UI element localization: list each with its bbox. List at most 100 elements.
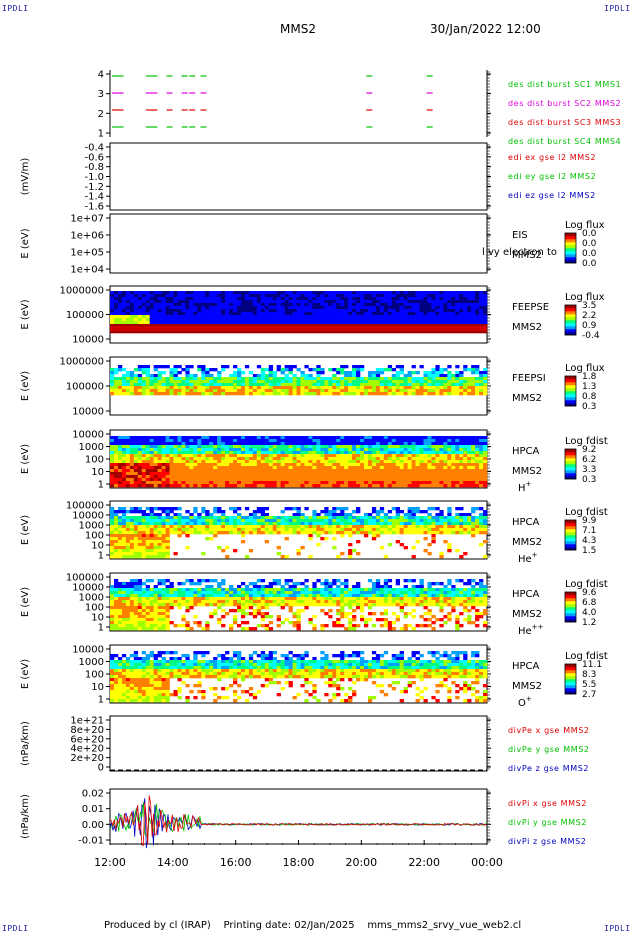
feepse-heatmap-cell <box>387 312 393 316</box>
hpca_he-heatmap-cell <box>236 525 242 529</box>
hpca_h-heatmap-cell <box>276 460 281 464</box>
hpca_h-heatmap-cell <box>300 472 305 476</box>
hpca_h-heatmap-cell <box>268 457 274 461</box>
hpca_h-heatmap-cell <box>197 448 202 452</box>
eis-colorbar-segment <box>565 245 576 249</box>
hpca_he-heatmap-cell <box>121 546 127 550</box>
hpca_he-heatmap-cell <box>292 516 297 520</box>
hpca_he-heatmap-cell <box>443 516 448 520</box>
hpca_h-heatmap-cell <box>403 454 408 458</box>
hpca_h-heatmap-cell <box>117 448 123 452</box>
hpca_he-heatmap-cell <box>125 543 131 547</box>
hpca_h-heatmap-cell <box>463 484 468 488</box>
hpca_h-heatmap-cell <box>133 481 139 485</box>
feepsi-heatmap-cell <box>213 392 218 396</box>
hpca_h-heatmap-cell <box>419 454 424 458</box>
feepsi-heatmap-cell <box>316 377 321 381</box>
feepsi-heatmap-cell <box>332 377 337 381</box>
hpca_h-heatmap-cell <box>264 475 270 479</box>
hpca_h-colorbar-title: Log fdist <box>565 436 608 447</box>
feepse-heatmap-cell <box>399 300 404 304</box>
hpca_h-heatmap-cell <box>415 484 420 488</box>
feepse-heatmap-cell <box>157 294 162 298</box>
hpca_h-heatmap-cell <box>455 457 460 461</box>
hpca_h-heatmap-cell <box>221 445 226 449</box>
hpca_h-heatmap-cell <box>209 481 214 485</box>
hpca_h-heatmap-cell <box>324 478 329 482</box>
eis-colorbar-segment <box>565 260 576 264</box>
hpca_he-heatmap-cell <box>375 522 381 526</box>
feepse-heatmap-cell <box>110 300 115 304</box>
hpca_h-heatmap-cell <box>356 436 361 440</box>
hpca_h-heatmap-cell <box>391 439 397 443</box>
feepse-heatmap-cell <box>185 312 190 316</box>
feepsi-heatmap-cell <box>125 383 131 387</box>
feepse-heatmap-cell <box>316 297 321 301</box>
feepse-heatmap-cell <box>403 330 408 334</box>
hpca_h-heatmap-cell <box>288 481 293 485</box>
hpca_h-heatmap-cell <box>185 472 190 476</box>
feepse-heatmap-cell <box>189 300 194 304</box>
hpca_h-heatmap-cell <box>415 454 420 458</box>
hpca_h-heatmap-cell <box>451 442 456 446</box>
hpca_he-heatmap-cell <box>268 522 274 526</box>
hpca_h-heatmap-cell <box>300 451 305 455</box>
hpca_h-heatmap-cell <box>387 445 393 449</box>
feepsi-heatmap-cell <box>292 380 297 384</box>
hpca_h-heatmap-cell <box>268 466 274 470</box>
hpca_h-heatmap-cell <box>129 454 135 458</box>
feepse-heatmap-cell <box>260 291 266 295</box>
eis-colorbar-segment <box>565 251 576 255</box>
feepsi-heatmap-cell <box>340 383 345 387</box>
hpca_he-heatmap-cell <box>221 531 226 535</box>
hpca_h-heatmap-cell <box>383 460 389 464</box>
feepse-heatmap-cell <box>193 312 198 316</box>
hpca_he-heatmap-cell <box>149 540 154 544</box>
feepse-heatmap-cell <box>217 318 222 322</box>
feepse-heatmap-cell <box>352 318 357 322</box>
feepse-heatmap-cell <box>181 330 186 334</box>
feepsi-heatmap-cell <box>367 374 373 378</box>
hpca_h-heatmap-cell <box>379 484 385 488</box>
feepsi-heatmap-cell <box>272 380 277 384</box>
hpca_he-heatmap-cell <box>264 519 270 523</box>
hpca_h-heatmap-cell <box>423 484 428 488</box>
feepse-heatmap-cell <box>475 312 480 316</box>
hpca_h-colorbar-segment <box>565 476 576 480</box>
feepse-heatmap-cell <box>407 291 412 295</box>
feepsi-heatmap-cell <box>467 380 472 384</box>
feepse-heatmap-cell <box>288 303 293 307</box>
feepse-heatmap-cell <box>165 321 170 325</box>
feepsi-heatmap-cell <box>375 380 381 384</box>
hpca_h-heatmap-cell <box>431 466 436 470</box>
feepsi-heatmap-cell <box>344 380 349 384</box>
hpca_h-heatmap-cell <box>288 454 293 458</box>
hpca_he-heatmap-cell <box>137 540 143 544</box>
feepse-heatmap-cell <box>240 309 246 313</box>
hpca_he-heatmap-cell <box>276 525 281 529</box>
feepsi-heatmap-cell <box>125 389 131 393</box>
hpca_h-heatmap-cell <box>288 460 293 464</box>
feepse-heatmap-cell <box>367 303 373 307</box>
hpca_h-heatmap-cell <box>383 472 389 476</box>
hpca_h-heatmap-cell <box>117 442 123 446</box>
hpca_h-heatmap-cell <box>292 454 297 458</box>
hpca_h-heatmap-cell <box>288 445 293 449</box>
hpca_h-colorbar-segment <box>565 449 576 453</box>
feepsi-heatmap-cell <box>129 383 135 387</box>
hpca_h-heatmap-cell <box>272 436 277 440</box>
feepse-heatmap-cell <box>387 291 393 295</box>
hpca_h-heatmap-cell <box>328 439 333 443</box>
hpca_h-heatmap-cell <box>483 478 488 482</box>
hpca_h-heatmap-cell <box>375 445 381 449</box>
eis-colorbar-title: Log flux <box>565 220 605 231</box>
edi-ytick-label: -0.6 <box>84 152 104 163</box>
feepse-heatmap-cell <box>197 318 202 322</box>
feepse-heatmap-cell <box>423 306 428 310</box>
feepse-heatmap-cell <box>443 312 448 316</box>
hpca_h-heatmap-cell <box>244 439 250 443</box>
feepsi-heatmap-cell <box>292 377 297 381</box>
hpca_h-heatmap-cell <box>280 460 285 464</box>
feepsi-heatmap-cell <box>217 389 222 393</box>
feepse-heatmap-cell <box>360 324 365 328</box>
